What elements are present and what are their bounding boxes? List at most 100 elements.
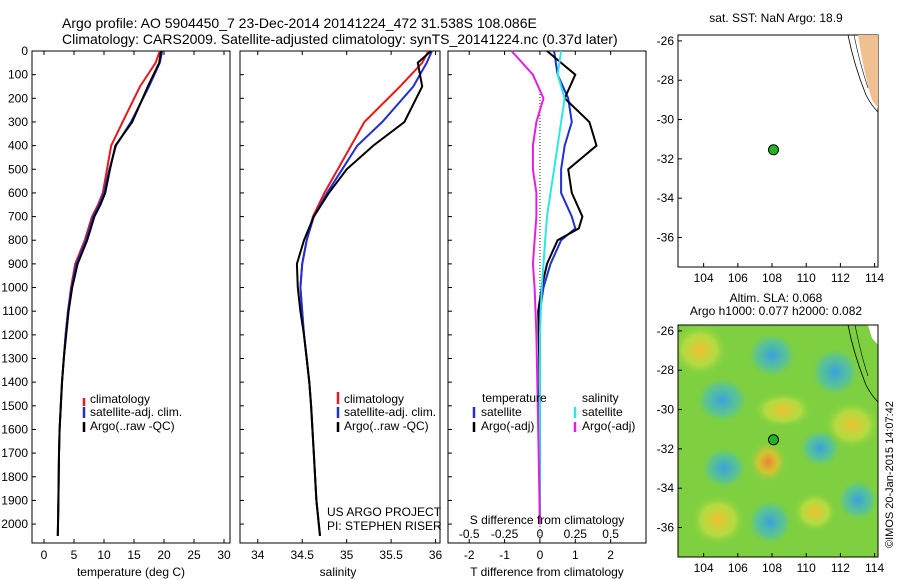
map-x-tick-label: 114	[865, 561, 884, 575]
sla-map-panel: Altim. SLA: 0.068 Argo h1000: 0.077 h200…	[657, 291, 885, 575]
sla-coastline-contour-2	[854, 325, 869, 377]
x-tick-label: 15	[127, 548, 141, 562]
temperature-x-axis-label: temperature (deg C)	[77, 565, 185, 579]
sla-map-title-line1: Altim. SLA: 0.068	[730, 291, 823, 305]
figure-title-line2: Climatology: CARS2009. Satellite-adjuste…	[62, 31, 618, 47]
legend-label-climatology: climatology	[90, 392, 150, 406]
s-tick-label: -0.5	[459, 527, 480, 541]
series-line	[295, 50, 432, 537]
y-tick-label: 1200	[1, 328, 28, 342]
diff-legend-label-s-satellite: satellite	[582, 405, 623, 419]
legend-group-salinity: salinity	[582, 391, 619, 405]
depth-y-ticks: 0 100 200 300 400 500 600 700 800 900 1000 1100 1200…	[1, 44, 36, 531]
pi-annotation: PI: STEPHEN RISER	[327, 519, 442, 533]
s-tick-label: -0.25	[491, 527, 519, 541]
difference-legend: temperature salinity satellite Argo(-adj…	[472, 391, 635, 433]
temperature-axes-frame	[31, 50, 231, 544]
sla-map-frame	[677, 324, 879, 558]
map-y-tick-label: -28	[657, 73, 675, 87]
map-y-tick-label: -30	[657, 403, 675, 417]
y-tick-label: 1100	[2, 304, 28, 318]
s-tick-label: 0	[537, 527, 544, 541]
legend-label-satellite: satellite-adj. clim.	[90, 405, 182, 419]
map-y-tick-label: -34	[657, 481, 675, 495]
sla-anomaly	[809, 346, 861, 398]
sla-map-x-ticks: 104 106 108 110 112 114	[694, 553, 884, 575]
salinity-legend: climatology satellite-adj. clim. Argo(..…	[336, 392, 436, 433]
sal-legend-label-climatology: climatology	[344, 392, 404, 406]
sla-anomaly	[793, 492, 837, 532]
map-y-tick-label: -32	[657, 152, 675, 166]
x-tick-label: 25	[187, 548, 201, 562]
sla-anomaly	[700, 446, 748, 490]
series-line	[510, 50, 545, 525]
series-line	[56, 50, 162, 536]
map-y-tick-label: -34	[657, 191, 675, 205]
map-y-tick-label: -36	[657, 231, 675, 245]
series-line	[299, 50, 433, 537]
sla-anomaly	[746, 498, 794, 546]
legend-group-temperature: temperature	[482, 391, 547, 405]
y-tick-label: 400	[8, 139, 28, 153]
series-line	[56, 50, 161, 536]
land-mask	[868, 325, 878, 345]
difference-lines	[510, 50, 598, 525]
project-annotation: US ARGO PROJECT	[327, 505, 442, 519]
y-tick-label: 1300	[1, 352, 28, 366]
legend-label-argo: Argo(..raw -QC)	[90, 419, 175, 433]
sla-anomaly	[753, 392, 813, 428]
y-tick-label: 1600	[1, 422, 28, 436]
map-x-tick-label: 112	[831, 271, 850, 285]
t-difference-x-axis-label: T difference from climatology	[470, 565, 624, 579]
x-tick-label: 5	[71, 548, 78, 562]
series-line	[299, 50, 430, 537]
map-y-tick-label: -32	[657, 442, 675, 456]
map-y-tick-label: -26	[657, 34, 675, 48]
coastline-land	[858, 35, 878, 108]
y-tick-label: 700	[8, 210, 28, 224]
sst-map-title: sat. SST: NaN Argo: 18.9	[709, 11, 843, 25]
map-x-tick-label: 114	[865, 271, 884, 285]
y-tick-label: 1000	[1, 281, 28, 295]
x-tick-label: 20	[157, 548, 171, 562]
map-x-tick-label: 110	[797, 561, 816, 575]
x-tick-label: 0	[537, 548, 544, 562]
diff-legend-label-t-satellite: satellite	[481, 405, 522, 419]
map-x-tick-label: 104	[694, 561, 714, 575]
sst-map-y-ticks: -26 -28 -30 -32 -34 -36	[657, 34, 682, 245]
x-tick-label: 34	[251, 548, 265, 562]
map-x-tick-label: 104	[694, 271, 714, 285]
sla-anomaly	[798, 428, 842, 468]
y-tick-label: 600	[8, 186, 28, 200]
y-tick-label: 900	[8, 257, 28, 271]
sla-heatmap-field	[678, 325, 878, 557]
map-x-tick-label: 106	[728, 271, 748, 285]
x-tick-label: 0	[41, 548, 48, 562]
sla-anomaly	[748, 440, 788, 484]
s-difference-axis-label: S difference from climatology	[470, 513, 625, 527]
diff-legend-label-t-argo: Argo(-adj)	[481, 419, 534, 433]
x-tick-label: 10	[97, 548, 111, 562]
x-tick-label: 1	[572, 548, 579, 562]
salinity-x-axis-label: salinity	[320, 565, 357, 579]
y-tick-label: 1400	[1, 375, 28, 389]
sla-anomaly	[746, 331, 798, 379]
salinity-lines	[295, 50, 433, 537]
sla-anomaly	[678, 325, 728, 376]
y-tick-label: 200	[8, 91, 28, 105]
sla-map-y-ticks: -26 -28 -30 -32 -34 -36	[657, 324, 682, 535]
x-tick-label: 34.5	[291, 548, 315, 562]
y-tick-label: 0	[21, 44, 28, 58]
imos-timestamp: ©IMOS 20-Jan-2015 14:07:42	[884, 401, 896, 548]
difference-x-ticks: -2 -1 0 1 2	[448, 50, 614, 562]
y-tick-label: 1700	[1, 446, 28, 460]
x-tick-label: 35	[340, 548, 354, 562]
x-tick-label: 36	[429, 548, 443, 562]
series-line	[56, 50, 164, 536]
coastline-contour	[847, 34, 879, 113]
salinity-panel: 34 34.5 35 35.5 36 salinity climatology sate…	[239, 50, 443, 579]
x-tick-label: -1	[499, 548, 510, 562]
map-y-tick-label: -26	[657, 324, 675, 338]
s-difference-tick-labels: -0.5 -0.25 0 0.25 0.5	[459, 527, 619, 541]
map-y-tick-label: -30	[657, 113, 675, 127]
